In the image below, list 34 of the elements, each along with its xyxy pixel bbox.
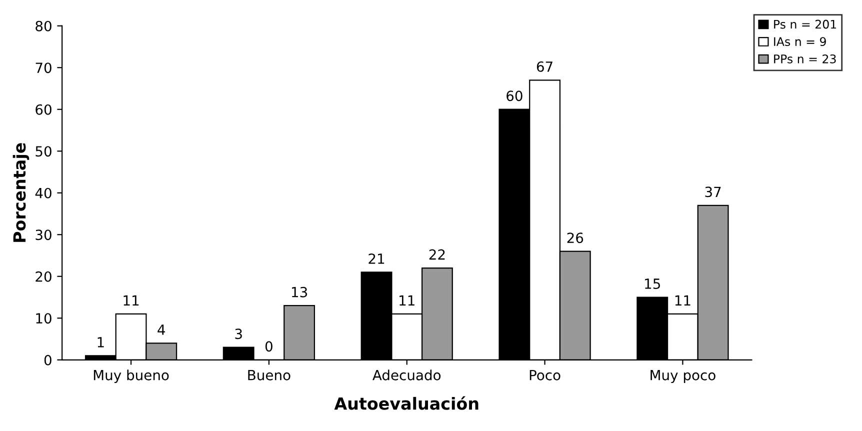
legend-label: PPs n = 23 — [774, 54, 836, 64]
y-tick-label: 0 — [44, 354, 52, 366]
y-tick-label: 40 — [35, 188, 52, 198]
y-tick-label: 70 — [36, 62, 52, 74]
y-tick-label: 50 — [36, 146, 52, 157]
data-label: 22 — [429, 249, 445, 260]
data-label: 11 — [675, 295, 690, 306]
y-tick-label: 80 — [36, 20, 52, 32]
x-axis-title: Autoevaluación — [334, 396, 478, 410]
x-tick-label: Adecuado — [372, 370, 441, 380]
x-tick-label: Muy bueno — [94, 370, 169, 384]
data-label: 21 — [368, 253, 384, 264]
legend-label: Ps n = 201 — [774, 20, 836, 29]
data-label: 4 — [158, 324, 166, 335]
legend-label: IAs n = 9 — [774, 37, 826, 46]
data-label: 1 — [98, 337, 104, 348]
x-tick-label: Bueno — [248, 370, 290, 380]
data-label: 26 — [567, 232, 584, 244]
y-tick-label: 20 — [36, 271, 52, 282]
data-label: 67 — [536, 61, 552, 72]
data-label: 15 — [645, 278, 660, 290]
y-tick-label: 30 — [36, 230, 52, 240]
data-label: 60 — [506, 90, 522, 102]
data-label: 13 — [292, 286, 308, 298]
data-label: 11 — [400, 295, 414, 306]
y-tick-label: 60 — [36, 104, 52, 115]
data-label: 11 — [124, 295, 139, 306]
data-label: 0 — [265, 341, 272, 352]
y-axis-title: Porcentaje — [12, 143, 30, 242]
x-tick-label: Muy poco — [650, 370, 716, 384]
x-tick-label: Poco — [530, 370, 560, 380]
data-label: 3 — [235, 328, 242, 340]
y-tick-label: 10 — [36, 313, 52, 324]
data-label: 37 — [705, 186, 721, 198]
